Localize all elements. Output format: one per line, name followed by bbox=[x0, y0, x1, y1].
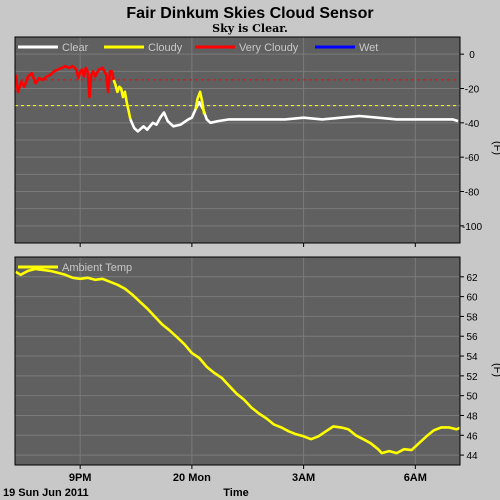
legend-entry: Wet bbox=[359, 42, 378, 54]
y-tick-label: -80 bbox=[465, 188, 480, 199]
x-tick-label: 9PM bbox=[69, 472, 92, 484]
y-tick-label: 52 bbox=[466, 372, 478, 383]
chart-title: Fair Dinkum Skies Cloud Sensor bbox=[126, 5, 373, 22]
chart-subtitle: Sky is Clear. bbox=[212, 22, 288, 35]
time-axis: 9PM 20 Mon 3AM 6AM bbox=[69, 472, 427, 484]
legend-entry: Ambient Temp bbox=[62, 262, 132, 274]
y-tick-label: 0 bbox=[469, 50, 475, 61]
ambient-temperature-panel: 62 60 58 56 54 52 50 48 46 44 (F) Ambient Temp bbox=[14, 256, 500, 469]
legend-entry: Clear bbox=[62, 42, 89, 54]
series-line-ambient-temp bbox=[15, 267, 460, 455]
x-tick-label: 20 Mon bbox=[173, 472, 211, 484]
y-tick-label: 62 bbox=[466, 273, 478, 284]
y-tick-label: -100 bbox=[462, 222, 482, 233]
sky-temperature-panel: 0 -20 -40 -60 -80 -100 (F) Clear Cloudy Very Clou… bbox=[14, 36, 500, 247]
y-tick-label: 60 bbox=[466, 293, 478, 304]
date-label: 19 Sun Jun 2011 bbox=[3, 487, 89, 499]
series-line-cloudy bbox=[194, 90, 206, 115]
plot-area bbox=[15, 257, 460, 465]
plot-border bbox=[14, 36, 461, 244]
y-tick-label: -60 bbox=[465, 153, 480, 164]
y-tick-label: -40 bbox=[465, 119, 480, 130]
y-tick-label: 48 bbox=[466, 411, 478, 422]
y-tick-label: 54 bbox=[466, 352, 478, 363]
y-tick-label: -20 bbox=[465, 85, 480, 96]
series-line-clear bbox=[129, 100, 459, 133]
y-unit-label: (F) bbox=[491, 141, 500, 155]
x-tick-label: 6AM bbox=[404, 472, 427, 484]
y-unit-label: (F) bbox=[491, 363, 500, 377]
x-axis-label: Time bbox=[223, 487, 248, 499]
x-tick-label: 3AM bbox=[292, 472, 315, 484]
plot-border bbox=[14, 256, 461, 466]
y-tick-label: 56 bbox=[466, 332, 478, 343]
legend-entry: Very Cloudy bbox=[239, 42, 299, 54]
y-tick-label: 50 bbox=[466, 392, 478, 403]
series-line-very-cloudy bbox=[15, 64, 115, 99]
y-tick-label: 58 bbox=[466, 312, 478, 323]
y-tick-label: 46 bbox=[466, 431, 478, 442]
legend-entry: Cloudy bbox=[148, 42, 183, 54]
series-line-cloudy bbox=[112, 79, 132, 120]
y-tick-label: 44 bbox=[466, 451, 478, 462]
